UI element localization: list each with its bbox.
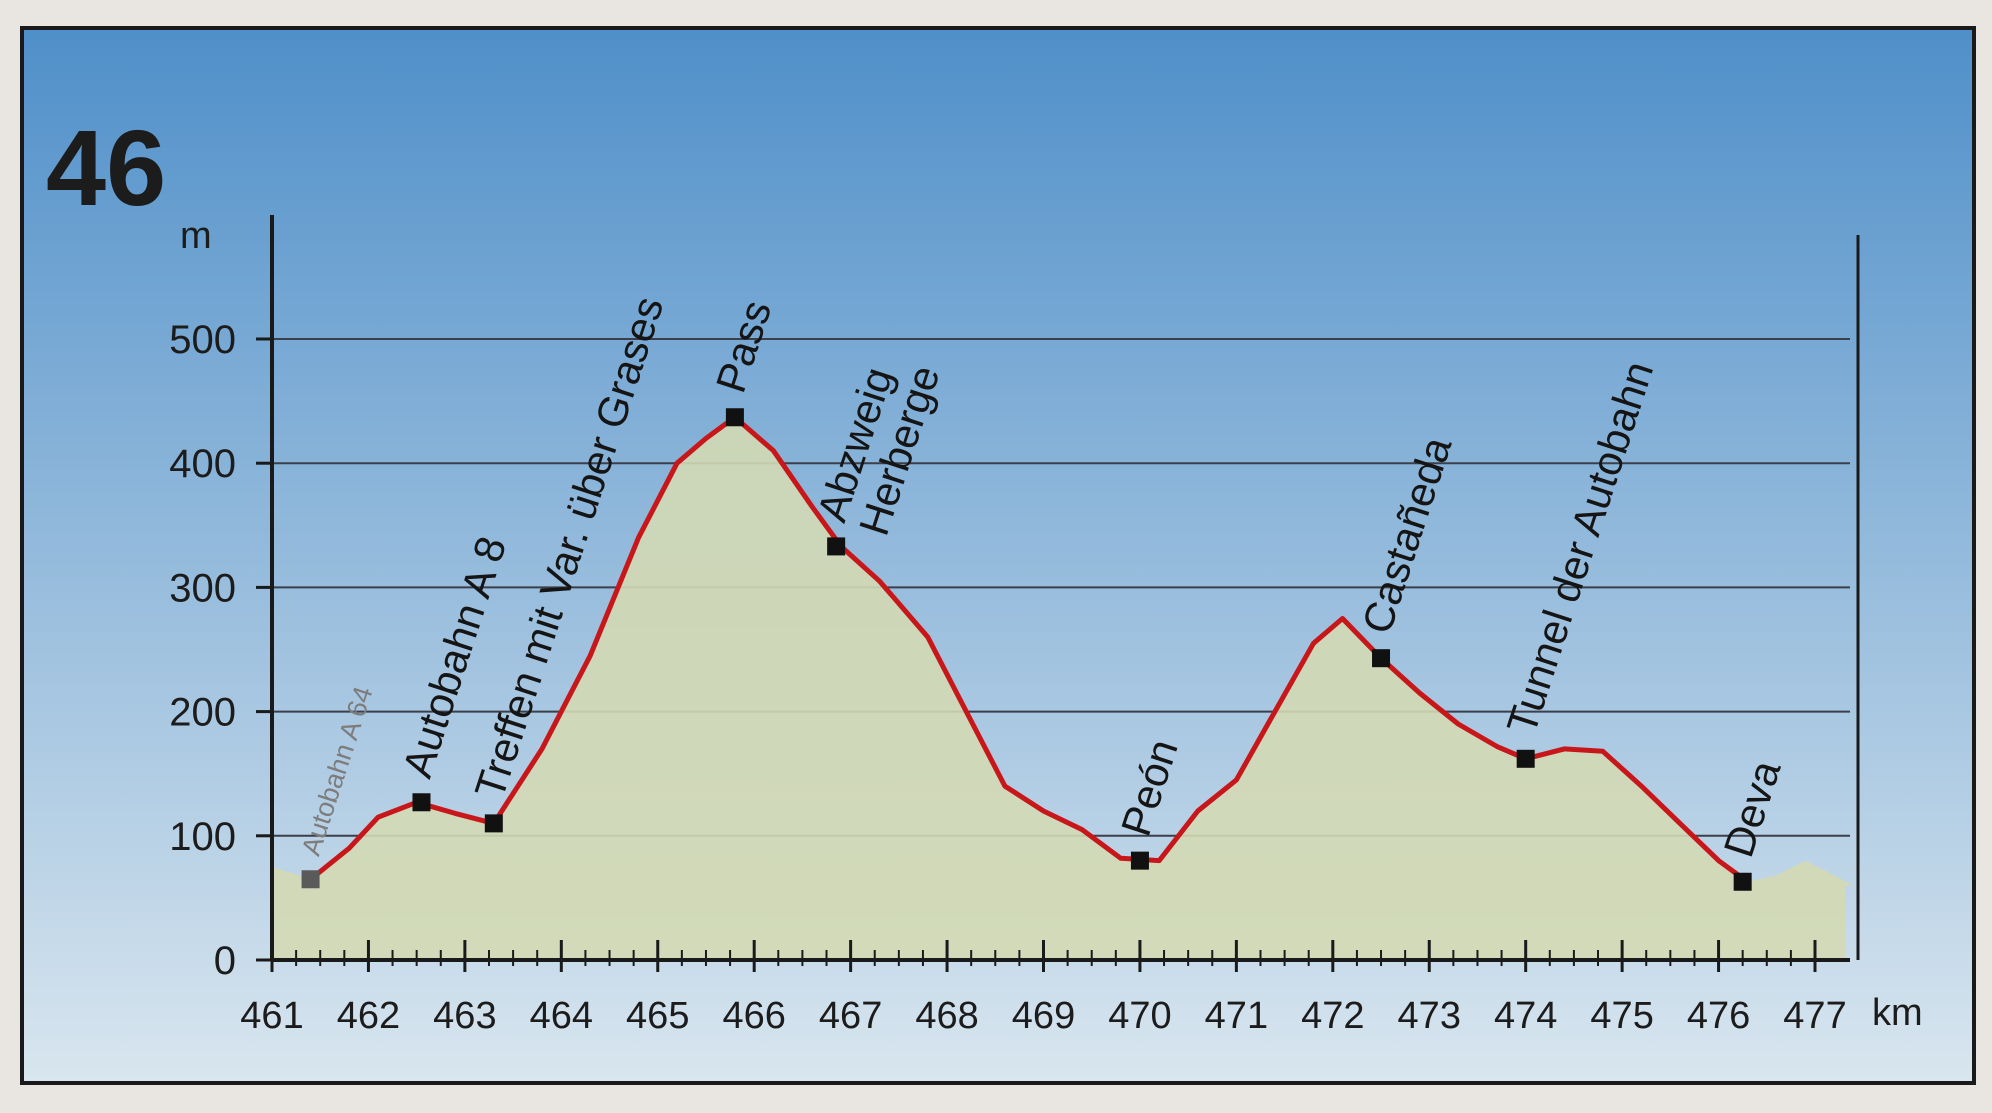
waypoint-marker [301,870,320,889]
waypoint-marker [827,537,846,556]
x-tick-label: 463 [433,995,496,1037]
x-axis-unit: km [1872,992,1923,1034]
x-tick-label: 470 [1108,995,1171,1037]
x-tick-label: 461 [240,995,303,1037]
y-tick-label: 300 [169,566,236,610]
waypoints [301,408,1752,891]
x-tick-label: 462 [337,995,400,1037]
waypoint-marker [484,814,503,833]
waypoint-marker [1372,649,1391,668]
waypoint-marker [1733,872,1752,891]
y-axis-unit: m [180,215,212,257]
y-tick-label: 0 [214,939,236,983]
y-tick-label: 400 [169,442,236,486]
y-tick-label: 200 [169,691,236,735]
axes [256,215,1860,972]
x-tick-label: 477 [1783,995,1846,1037]
x-tick-label: 464 [530,995,593,1037]
x-tick-label: 474 [1494,995,1557,1037]
terrain-area [272,417,1854,960]
profile-line [308,414,1750,885]
x-tick-label: 467 [819,995,882,1037]
x-tick-label: 471 [1205,995,1268,1037]
waypoint-marker [412,793,431,812]
waypoint-marker [1130,851,1149,870]
tick-labels: 461 462 463 464 465 466 467 468 469 470 471 472 473 4… [169,318,1846,1037]
x-tick-label: 475 [1590,995,1653,1037]
x-tick-label: 468 [915,995,978,1037]
y-tick-label: 500 [169,318,236,362]
waypoint-marker [1516,749,1535,768]
x-tick-label: 476 [1687,995,1750,1037]
waypoint-marker [725,408,744,427]
x-tick-label: 472 [1301,995,1364,1037]
y-tick-label: 100 [169,815,236,859]
x-tick-label: 465 [626,995,689,1037]
stage-number: 46 [46,107,166,228]
x-tick-label: 469 [1012,995,1075,1037]
x-tick-label: 466 [722,995,785,1037]
x-tick-label: 473 [1398,995,1461,1037]
